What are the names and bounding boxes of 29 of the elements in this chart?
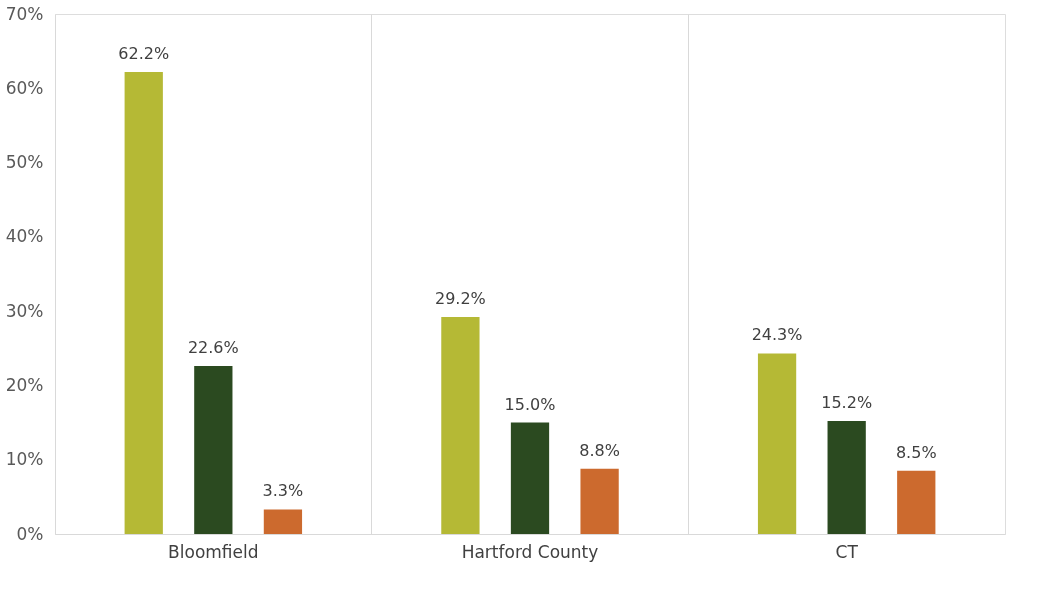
data-label: 22.6% (187, 338, 239, 358)
y-tick-label: 50% (5, 152, 44, 173)
data-label: 62.2% (118, 43, 170, 63)
x-tick-label: CT (835, 541, 859, 562)
data-label: 29.2% (434, 289, 486, 309)
data-label: 8.5% (895, 442, 937, 462)
y-tick-label: 70% (5, 3, 44, 24)
y-tick-label: 40% (5, 226, 44, 247)
bar (194, 366, 233, 534)
bar (441, 317, 480, 534)
x-tick-label: Hartford County (461, 541, 599, 562)
data-label: 15.0% (504, 394, 556, 414)
x-tick-label: Bloomfield (168, 541, 259, 562)
data-label: 3.3% (262, 481, 304, 501)
y-tick-label: 30% (5, 300, 44, 321)
data-label: 24.3% (751, 325, 803, 345)
y-tick-label: 0% (16, 523, 44, 544)
y-tick-label: 10% (5, 449, 44, 470)
bar (510, 422, 550, 534)
bar (827, 421, 866, 534)
data-label: 8.8% (579, 440, 620, 460)
bar (124, 71, 163, 534)
bar (263, 509, 303, 534)
bar (897, 470, 936, 534)
y-tick-label: 20% (5, 374, 44, 395)
y-tick-label: 60% (5, 77, 44, 98)
data-label: 15.2% (821, 393, 873, 413)
bar (757, 353, 797, 534)
bar (580, 468, 619, 534)
